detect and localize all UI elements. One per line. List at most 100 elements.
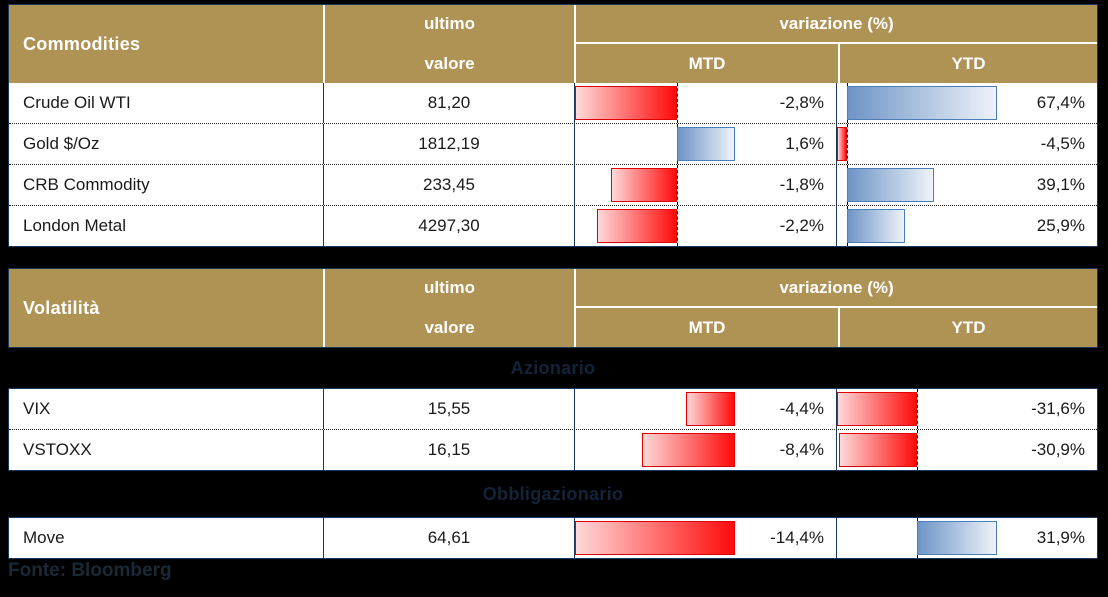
ytd-data-bar [838, 433, 917, 467]
last-value-column-header: ultimo valore [323, 5, 574, 83]
table-row: Move 64,61 -14,4% 31,9% [9, 518, 1097, 558]
mtd-barzone [575, 206, 735, 246]
ytd-cell: 67,4% [836, 83, 1097, 123]
last-value: 64,61 [323, 518, 574, 558]
ytd-data-bar [916, 521, 997, 555]
ytd-cell: 25,9% [836, 206, 1097, 246]
ytd-value: 67,4% [1036, 93, 1085, 112]
commodities-table-header: Commodities ultimo valore variazione (%)… [9, 5, 1097, 83]
last-value-header-line1: ultimo [424, 14, 475, 33]
ytd-data-bar [847, 86, 997, 120]
mtd-value: -2,8% [779, 93, 824, 112]
table-row: London Metal 4297,30 -2,2% 25,9% [9, 205, 1097, 246]
mtd-barzone [575, 518, 735, 558]
bar-axis [676, 83, 678, 123]
instrument-name: London Metal [23, 216, 127, 235]
last-value: 233,45 [323, 165, 574, 205]
variation-header-label: variazione (%) [576, 269, 1097, 308]
last-value: 15,55 [323, 389, 574, 429]
last-value: 4297,30 [323, 206, 574, 246]
section-label-azionario: Azionario [8, 348, 1098, 388]
ytd-barzone [837, 165, 997, 205]
table-row: Crude Oil WTI 81,20 -2,8% 67,4% [9, 83, 1097, 123]
last-value-header-line2: valore [424, 318, 475, 337]
ytd-value: 39,1% [1036, 175, 1085, 194]
instrument-name: Crude Oil WTI [23, 93, 131, 112]
last-value: 81,20 [323, 83, 574, 123]
ytd-barzone [837, 518, 997, 558]
bond-volatility-rows: Move 64,61 -14,4% 31,9% [8, 517, 1098, 559]
instrument-name: Move [23, 528, 65, 547]
ytd-header: YTD [838, 44, 1097, 83]
mtd-barzone [575, 430, 735, 470]
mtd-value: 1,6% [785, 134, 824, 153]
mtd-cell: -4,4% [574, 389, 836, 429]
ytd-data-bar [847, 168, 934, 202]
ytd-value: 25,9% [1036, 216, 1085, 235]
variation-column-header: variazione (%) MTD YTD [574, 5, 1097, 83]
ytd-data-bar [837, 127, 847, 161]
mtd-data-bar [611, 168, 677, 202]
volatility-table: Volatilità ultimo valore variazione (%) … [8, 268, 1098, 559]
mtd-value: -2,2% [779, 216, 824, 235]
last-value: 16,15 [323, 430, 574, 470]
ytd-cell: -31,6% [836, 389, 1097, 429]
ytd-barzone [837, 206, 997, 246]
mtd-data-bar [575, 521, 735, 555]
ytd-value: -31,6% [1031, 399, 1085, 418]
mtd-barzone [575, 83, 735, 123]
section-label-obbligazionario: Obbligazionario [8, 471, 1098, 517]
ytd-cell: -4,5% [836, 124, 1097, 164]
mtd-value: -8,4% [779, 440, 824, 459]
bar-axis [916, 430, 918, 470]
ytd-barzone [837, 430, 997, 470]
commodities-table: Commodities ultimo valore variazione (%)… [8, 4, 1098, 247]
instrument-name: VIX [23, 399, 51, 418]
mtd-cell: -2,8% [574, 83, 836, 123]
ytd-barzone [837, 389, 997, 429]
mtd-data-bar [575, 86, 677, 120]
ytd-cell: 31,9% [836, 518, 1097, 558]
ytd-cell: -30,9% [836, 430, 1097, 470]
mtd-cell: 1,6% [574, 124, 836, 164]
bar-axis [847, 124, 848, 164]
variation-column-header: variazione (%) MTD YTD [574, 269, 1097, 347]
bar-axis [916, 389, 918, 429]
mtd-header: MTD [688, 53, 726, 73]
ytd-value: 31,9% [1036, 528, 1085, 547]
table-row: VSTOXX 16,15 -8,4% -30,9% [9, 429, 1097, 470]
last-value-header-line1: ultimo [424, 278, 475, 297]
bar-axis [676, 165, 678, 205]
mtd-value: -14,4% [770, 528, 824, 547]
mtd-barzone [575, 165, 735, 205]
ytd-barzone [837, 124, 997, 164]
instrument-name: Gold $/Oz [23, 134, 100, 153]
mtd-header: MTD [688, 317, 726, 337]
table-row: VIX 15,55 -4,4% -31,6% [9, 389, 1097, 429]
last-value: 1812,19 [323, 124, 574, 164]
mtd-value: -4,4% [779, 399, 824, 418]
commodities-table-body: Crude Oil WTI 81,20 -2,8% 67,4% Gold $/O… [9, 83, 1097, 246]
mtd-cell: -1,8% [574, 165, 836, 205]
mtd-cell: -8,4% [574, 430, 836, 470]
table-row: Gold $/Oz 1812,19 1,6% -4,5% [9, 123, 1097, 164]
mtd-barzone [575, 124, 735, 164]
ytd-data-bar [847, 209, 905, 243]
equity-volatility-rows: VIX 15,55 -4,4% -31,6% VSTOXX 16,15 [8, 388, 1098, 471]
mtd-cell: -14,4% [574, 518, 836, 558]
bar-axis [676, 206, 678, 246]
mtd-cell: -2,2% [574, 206, 836, 246]
ytd-data-bar [837, 392, 917, 426]
mtd-data-bar [641, 433, 735, 467]
last-value-header-line2: valore [424, 54, 475, 73]
ytd-cell: 39,1% [836, 165, 1097, 205]
ytd-value: -30,9% [1031, 440, 1085, 459]
table-title: Volatilità [23, 297, 100, 318]
mtd-data-bar [596, 209, 677, 243]
instrument-name: CRB Commodity [23, 175, 150, 194]
source-note: Fonte: Bloomberg [8, 560, 172, 581]
instrument-name: VSTOXX [23, 440, 92, 459]
last-value-column-header: ultimo valore [323, 269, 574, 347]
variation-header-label: variazione (%) [576, 5, 1097, 44]
ytd-value: -4,5% [1040, 134, 1085, 153]
